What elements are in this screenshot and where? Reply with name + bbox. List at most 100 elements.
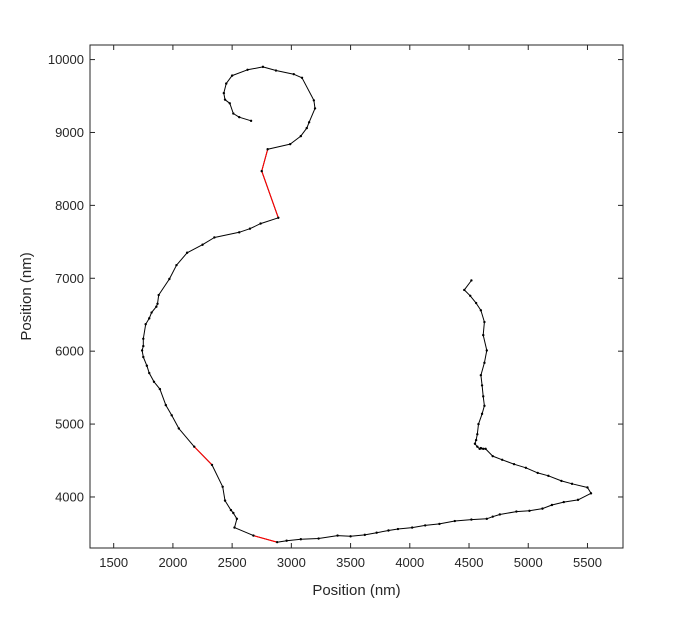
y-tick-label: 7000	[55, 271, 84, 286]
trajectory-point	[550, 503, 554, 507]
trajectory-point	[175, 263, 178, 267]
trajectory-point	[512, 462, 516, 466]
trajectory-point	[223, 499, 227, 502]
y-tick-label: 9000	[55, 125, 84, 140]
trajectory-point	[150, 311, 153, 314]
trajectory-point	[485, 349, 488, 352]
x-tick-label: 2500	[218, 555, 247, 570]
trajectory-point	[479, 446, 483, 450]
trajectory-point	[482, 447, 485, 451]
trajectory-point	[453, 519, 457, 523]
trajectory-point	[483, 320, 486, 324]
trajectory-point	[300, 76, 304, 80]
trajectory-point	[213, 236, 216, 239]
trajectory-point	[164, 403, 168, 407]
trajectory-point	[483, 404, 486, 408]
trajectory-point	[438, 522, 441, 526]
trajectory-point	[156, 302, 159, 305]
trajectory-point	[396, 527, 400, 531]
trajectory-point	[479, 374, 483, 377]
trajectory-point	[260, 169, 263, 173]
trajectory-point	[480, 384, 484, 387]
x-tick-label: 3000	[277, 555, 306, 570]
trajectory-point	[589, 492, 593, 495]
trajectory-point	[233, 526, 236, 529]
trajectory-point	[225, 82, 228, 85]
trajectory-point	[485, 517, 488, 521]
y-tick-label: 4000	[55, 489, 84, 504]
trajectory-point	[288, 142, 292, 146]
trajectory-point	[238, 231, 241, 234]
trajectory-point	[524, 466, 528, 470]
trajectory-point	[570, 482, 574, 486]
trajectory-point	[560, 479, 563, 483]
trajectory-point	[500, 458, 504, 461]
trajectory-point	[515, 510, 518, 513]
trajectory-point	[210, 463, 214, 467]
trajectory-point	[299, 538, 303, 541]
trajectory-point	[536, 471, 539, 475]
trajectory-point	[277, 216, 280, 219]
trajectory-point	[463, 288, 466, 292]
x-tick-label: 4500	[455, 555, 484, 570]
x-tick-label: 5000	[514, 555, 543, 570]
trajectory-point	[312, 99, 316, 102]
trajectory-point	[363, 533, 366, 537]
trajectory-point	[157, 293, 160, 297]
trajectory-point	[193, 445, 196, 448]
trajectory-point	[142, 355, 145, 359]
trajectory-point	[541, 507, 544, 510]
trajectory-point	[249, 119, 253, 123]
y-axis-label: Position (nm)	[18, 252, 35, 340]
trajectory-point	[498, 513, 502, 516]
trajectory-point	[477, 422, 480, 426]
trajectory-point	[586, 486, 589, 489]
trajectory-point	[259, 222, 262, 225]
x-tick-label: 4000	[395, 555, 424, 570]
trajectory-point	[470, 518, 473, 521]
trajectory-point	[480, 412, 484, 416]
trajectory-point	[470, 279, 473, 282]
trajectory-point	[232, 511, 235, 515]
trajectory-point	[275, 540, 279, 544]
trajectory-point	[474, 438, 478, 442]
highlight-segment	[193, 446, 213, 466]
trajectory-point	[285, 539, 288, 542]
trajectory-point	[479, 309, 483, 312]
trajectory-point	[476, 433, 479, 436]
x-axis-label: Position (nm)	[312, 582, 400, 599]
trajectory-point	[148, 371, 151, 375]
trajectory-point	[185, 251, 189, 254]
trajectory-point	[252, 534, 255, 537]
x-tick-label: 5500	[573, 555, 602, 570]
trajectory-point	[474, 301, 478, 305]
trajectory-point	[410, 526, 414, 529]
plot-area	[89, 44, 624, 549]
trajectory-point	[248, 227, 252, 230]
trajectory-point	[387, 529, 390, 532]
trajectory-point	[491, 454, 494, 458]
trajectory-point	[266, 148, 269, 151]
trajectory-point	[336, 534, 339, 537]
trajectory-points	[140, 65, 593, 544]
trajectory-point	[274, 69, 278, 72]
trajectory-point	[313, 107, 317, 110]
x-tick-label: 1500	[99, 555, 128, 570]
trajectory-point	[317, 537, 320, 540]
axes-box	[89, 44, 624, 549]
trajectory-point	[177, 427, 181, 430]
trajectory-point	[238, 115, 241, 119]
trajectory-point	[142, 337, 145, 340]
trajectory-point	[222, 91, 226, 95]
trajectory-point	[423, 524, 427, 527]
trajectory-point	[547, 474, 550, 478]
highlight-segment	[253, 535, 278, 543]
highlight-segment	[261, 149, 269, 172]
trajectory-point	[482, 395, 485, 398]
y-tick-label: 8000	[55, 198, 84, 213]
y-tick-label: 5000	[55, 417, 84, 432]
trajectory-point	[221, 485, 224, 488]
trajectory-point	[483, 361, 486, 365]
trajectory-point	[473, 442, 477, 445]
